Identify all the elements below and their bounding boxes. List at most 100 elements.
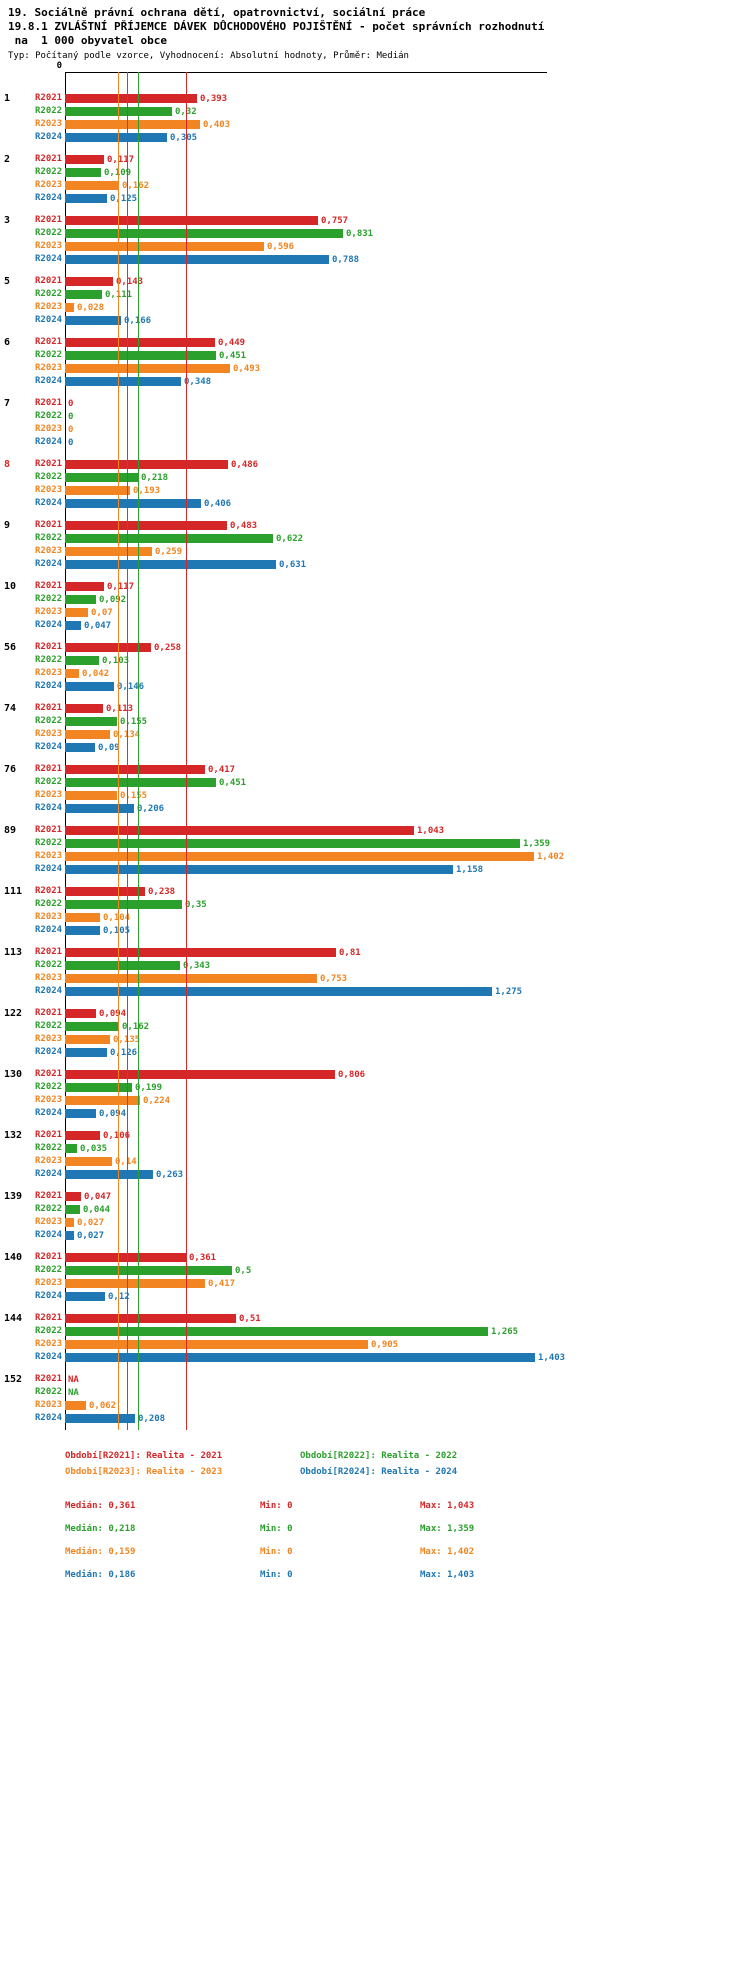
bar-zone: 0,493 (65, 362, 750, 375)
bar-zone: 0,393 (65, 92, 750, 105)
bar-row: R2023 0,162 (0, 179, 750, 192)
legend-item-r2024: Období[R2024]: Realita - 2024 (300, 1467, 458, 1477)
bar-r2022 (65, 839, 520, 848)
bar-row: R2023 0,028 (0, 301, 750, 314)
bar-row: R2023 0 (0, 423, 750, 436)
bar-zone: 0,483 (65, 519, 750, 532)
bar-row: R2022 0,451 (0, 776, 750, 789)
value-label: 0,343 (183, 960, 211, 971)
bar-r2024 (65, 1231, 74, 1240)
bar-r2024 (65, 1292, 105, 1301)
bar-zone: 0,631 (65, 558, 750, 571)
bar-r2023 (65, 1035, 110, 1044)
bar-r2024 (65, 1170, 153, 1179)
stat-min-r2023: Min: 0 (260, 1547, 293, 1557)
bar-zone: 0,218 (65, 471, 750, 484)
bar-zone: NA (65, 1386, 750, 1399)
group-id: 152 (4, 1374, 23, 1385)
series-label: R2023 (35, 668, 63, 678)
series-label: R2024 (35, 193, 63, 203)
series-label: R2021 (35, 337, 63, 347)
bar-zone: 0,596 (65, 240, 750, 253)
bar-zone: 0,622 (65, 532, 750, 545)
bar-zone: 0,788 (65, 253, 750, 266)
value-label: 0,117 (107, 581, 135, 592)
bar-r2024 (65, 804, 134, 813)
value-label: 0,07 (91, 607, 113, 618)
value-label: 0,208 (138, 1413, 166, 1424)
group-id: 132 (4, 1130, 23, 1141)
series-label: R2024 (35, 254, 63, 264)
bar-group-6: 6 R2021 0,449 R2022 0,451 R2023 0,493 R2024 0,34… (0, 336, 750, 388)
series-label: R2022 (35, 1204, 63, 1214)
bar-group-132: 132 R2021 0,106 R2022 0,035 R2023 0,14 R2024 0,2… (0, 1129, 750, 1181)
bar-row: R2023 1,402 (0, 850, 750, 863)
x-axis-zero-label: 0 (56, 61, 62, 71)
group-id: 139 (4, 1191, 23, 1202)
bar-row: R2022 0,199 (0, 1081, 750, 1094)
bar-row: R2024 0,206 (0, 802, 750, 815)
legend-item-r2022: Období[R2022]: Realita - 2022 (300, 1451, 458, 1461)
series-label: R2024 (35, 742, 63, 752)
bar-row: R2024 0,105 (0, 924, 750, 937)
bar-row: R2023 0,135 (0, 1033, 750, 1046)
bar-zone: 0,361 (65, 1251, 750, 1264)
bar-row: R2024 0,027 (0, 1229, 750, 1242)
value-label: 0,451 (219, 777, 247, 788)
value-label: 1,043 (417, 825, 445, 836)
value-label: 0,044 (83, 1204, 111, 1215)
bar-row: R2021 0,113 (0, 702, 750, 715)
value-label: 0,631 (279, 559, 307, 570)
bar-row: R2021 0,393 (0, 92, 750, 105)
bar-zone: 0,035 (65, 1142, 750, 1155)
bar-zone: 0,143 (65, 275, 750, 288)
bar-r2023 (65, 364, 230, 373)
value-label: 0,027 (77, 1230, 105, 1241)
bar-zone: 0,206 (65, 802, 750, 815)
bar-r2023 (65, 1401, 86, 1410)
bar-row: R2024 0,125 (0, 192, 750, 205)
value-label: 0 (68, 424, 74, 435)
series-label: R2021 (35, 1374, 63, 1384)
bar-zone: 0,806 (65, 1068, 750, 1081)
bar-r2021 (65, 826, 414, 835)
bar-r2024 (65, 682, 114, 691)
stats-row-r2023: Medián: 0,159 Min: 0 Max: 1,402 (65, 1547, 750, 1557)
stat-min-r2022: Min: 0 (260, 1524, 293, 1534)
bar-r2024 (65, 1353, 535, 1362)
value-label: 0,218 (141, 472, 169, 483)
bar-r2021 (65, 1253, 186, 1262)
bar-zone: 0,258 (65, 641, 750, 654)
bar-row: R2024 1,158 (0, 863, 750, 876)
bar-row: R2023 0,07 (0, 606, 750, 619)
value-label: 0,51 (239, 1313, 261, 1324)
value-label: 0,106 (103, 1130, 131, 1141)
bar-row: R2022 0,5 (0, 1264, 750, 1277)
value-label: 0,32 (175, 107, 197, 117)
bar-row: R2021 0,047 (0, 1190, 750, 1203)
value-label: 0,258 (154, 642, 182, 653)
bar-group-56: 56 R2021 0,258 R2022 0,103 R2023 0,042 R2024 0,1… (0, 641, 750, 693)
series-label: R2023 (35, 180, 63, 190)
value-label: 1,402 (537, 851, 565, 862)
series-label: R2022 (35, 1082, 63, 1092)
bar-row: R2024 0,631 (0, 558, 750, 571)
bar-row: R2023 0,027 (0, 1216, 750, 1229)
group-id: 1 (4, 93, 11, 104)
bar-zone: 0,451 (65, 349, 750, 362)
bar-row: R2023 0,14 (0, 1155, 750, 1168)
bar-row: R2022 0,343 (0, 959, 750, 972)
series-label: R2024 (35, 986, 63, 996)
bar-r2021 (65, 704, 103, 713)
series-label: R2023 (35, 607, 63, 617)
bar-zone: 0,146 (65, 680, 750, 693)
bar-zone: 0,451 (65, 776, 750, 789)
group-id: 6 (4, 337, 11, 348)
group-id: 7 (4, 398, 11, 409)
bar-group-74: 74 R2021 0,113 R2022 0,155 R2023 0,134 R2024 0,0… (0, 702, 750, 754)
bar-zone: 0,305 (65, 131, 750, 144)
bar-row: R2024 0,094 (0, 1107, 750, 1120)
bar-zone: 0,831 (65, 227, 750, 240)
group-id: 2 (4, 154, 11, 165)
